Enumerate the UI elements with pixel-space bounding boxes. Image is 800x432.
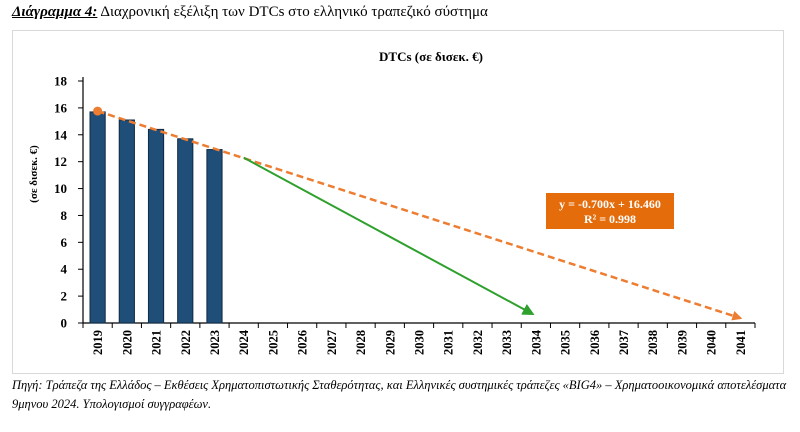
- x-tick-label: 2025: [266, 330, 280, 355]
- y-tick-label: 12: [54, 154, 67, 169]
- x-tick-label: 2021: [150, 330, 164, 355]
- bar: [118, 119, 135, 324]
- x-tick-label: 2028: [354, 330, 368, 355]
- y-tick-label: 4: [61, 262, 68, 277]
- bar: [147, 128, 165, 324]
- x-tick-label: 2022: [179, 330, 193, 355]
- x-tick-label: 2038: [646, 330, 660, 355]
- bar: [177, 138, 194, 324]
- y-tick-label: 6: [61, 235, 68, 250]
- x-tick-label: 2036: [588, 330, 602, 355]
- x-tick-label: 2037: [617, 330, 631, 355]
- x-tick-label: 2026: [296, 330, 310, 355]
- r-squared-text: R² = 0.998: [584, 212, 636, 226]
- y-tick-label: 8: [61, 208, 68, 223]
- x-tick-label: 2035: [559, 330, 573, 355]
- y-tick-label: 16: [54, 100, 68, 115]
- source-note: Πηγή: Τράπεζα της Ελλάδος – Εκθέσεις Χρη…: [12, 378, 787, 411]
- projection-arrow: [243, 156, 535, 316]
- y-tick-label: 14: [54, 127, 68, 142]
- x-tick-label: 2033: [500, 330, 514, 355]
- y-tick-label: 18: [54, 74, 68, 89]
- y-axis-label: (σε δισεκ. €): [28, 145, 40, 203]
- figure-caption: Διάγραμμα 4: Διαχρονική εξέλιξη των DTCs…: [12, 4, 488, 21]
- x-tick-label: 2019: [91, 330, 105, 355]
- y-tick-label: 2: [61, 289, 68, 304]
- x-tick-label: 2029: [383, 330, 397, 355]
- x-tick-label: 2040: [705, 330, 719, 355]
- trendline: [97, 109, 743, 321]
- x-tick-label: 2041: [734, 330, 748, 355]
- x-tick-label: 2032: [471, 330, 485, 355]
- bar: [89, 111, 106, 324]
- x-tick-label: 2039: [675, 330, 689, 355]
- trendline-start-marker: [93, 106, 103, 116]
- equation-box: [546, 193, 674, 229]
- x-tick-label: 2024: [237, 329, 251, 355]
- x-tick-label: 2034: [529, 329, 543, 355]
- equation-text: y = -0.700x + 16.460: [559, 197, 661, 211]
- chart-title: DTCs (σε δισεκ. €): [379, 49, 483, 64]
- figure-caption-text: Διαχρονική εξέλιξη των DTCs στο ελληνικό…: [100, 4, 488, 20]
- y-tick-label: 0: [61, 316, 68, 331]
- x-tick-label: 2031: [442, 330, 456, 355]
- x-tick-label: 2023: [208, 330, 222, 355]
- figure-caption-label: Διάγραμμα 4:: [12, 4, 98, 20]
- x-tick-label: 2027: [325, 330, 339, 355]
- dtc-chart: DTCs (σε δισεκ. €) (σε δισεκ. €) 0 2 4 6 8 10 12…: [28, 49, 756, 355]
- bar: [206, 149, 223, 324]
- y-tick-label: 10: [54, 181, 67, 196]
- x-tick-label: 2020: [120, 330, 134, 355]
- x-tick-label: 2030: [413, 330, 427, 355]
